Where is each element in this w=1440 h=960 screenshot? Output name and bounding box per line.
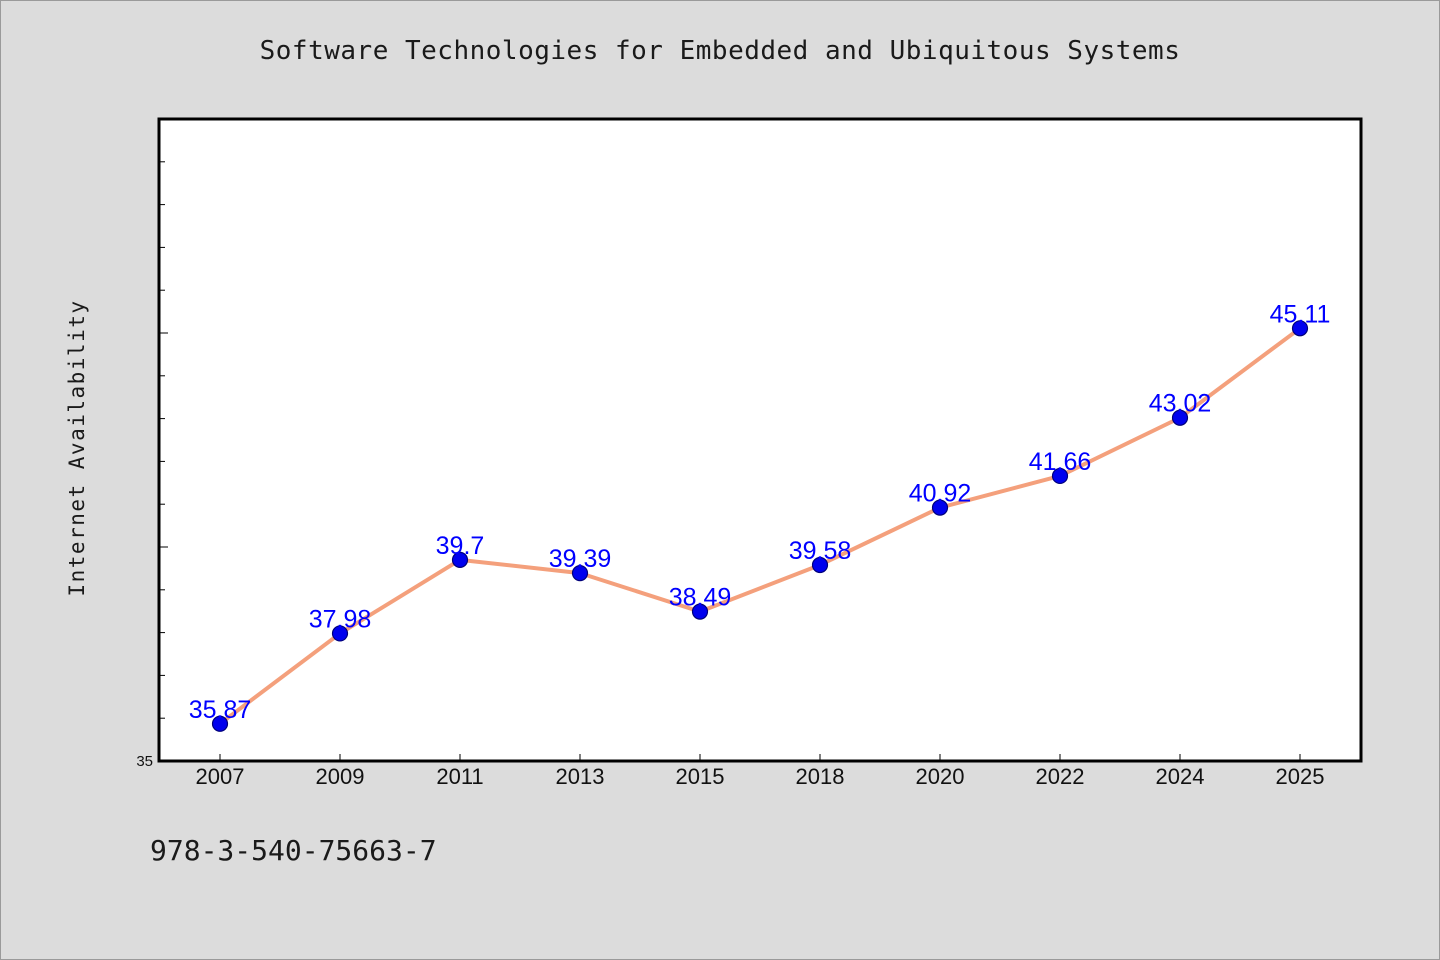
x-tick-label: 2022 <box>1036 764 1085 789</box>
data-label: 41.66 <box>1029 448 1092 476</box>
x-tick-label: 2007 <box>196 764 245 789</box>
data-label: 39.58 <box>789 537 852 565</box>
data-point <box>811 556 829 574</box>
data-label: 40.92 <box>909 480 972 508</box>
plot-area <box>157 117 1363 763</box>
y-tick-label: 35 <box>136 753 153 770</box>
data-label: 39.39 <box>549 545 612 573</box>
x-tick-label: 2015 <box>676 764 725 789</box>
data-point <box>1291 320 1309 337</box>
series-layer <box>211 320 1309 732</box>
y-axis-ticks: 35 <box>136 161 168 770</box>
x-tick-label: 2025 <box>1276 764 1325 789</box>
data-label: 38.49 <box>669 584 732 612</box>
x-tick-label: 2011 <box>436 764 483 789</box>
x-tick-label: 2013 <box>556 764 605 789</box>
x-tick-label: 2024 <box>1156 764 1205 789</box>
data-label: 35.87 <box>189 696 252 724</box>
chart-title: Software Technologies for Embedded and U… <box>259 36 1181 66</box>
data-point <box>1051 467 1069 485</box>
data-point <box>571 565 589 582</box>
data-label: 45.11 <box>1270 300 1331 328</box>
data-label: 39.7 <box>436 532 485 560</box>
data-labels: 35.87 37.98 39.7 39.39 38.49 39.58 40.92 41.66 4… <box>189 300 1331 723</box>
data-label: 43.02 <box>1149 390 1212 418</box>
x-tick-label: 2009 <box>316 764 365 789</box>
isbn-text: 978-3-540-75663-7 <box>150 834 437 867</box>
data-point <box>691 603 709 620</box>
data-point <box>1171 409 1189 426</box>
data-label: 37.98 <box>309 605 372 633</box>
x-tick-label: 2018 <box>796 764 845 789</box>
data-point <box>931 499 949 516</box>
data-point <box>211 715 229 732</box>
data-point <box>451 551 469 568</box>
x-tick-label: 2020 <box>916 764 965 789</box>
x-axis-ticks: 2007 2009 2011 2013 2015 2018 2020 2022 2024 2025 <box>196 754 1325 789</box>
data-point <box>331 625 349 642</box>
series-line <box>218 326 1302 726</box>
